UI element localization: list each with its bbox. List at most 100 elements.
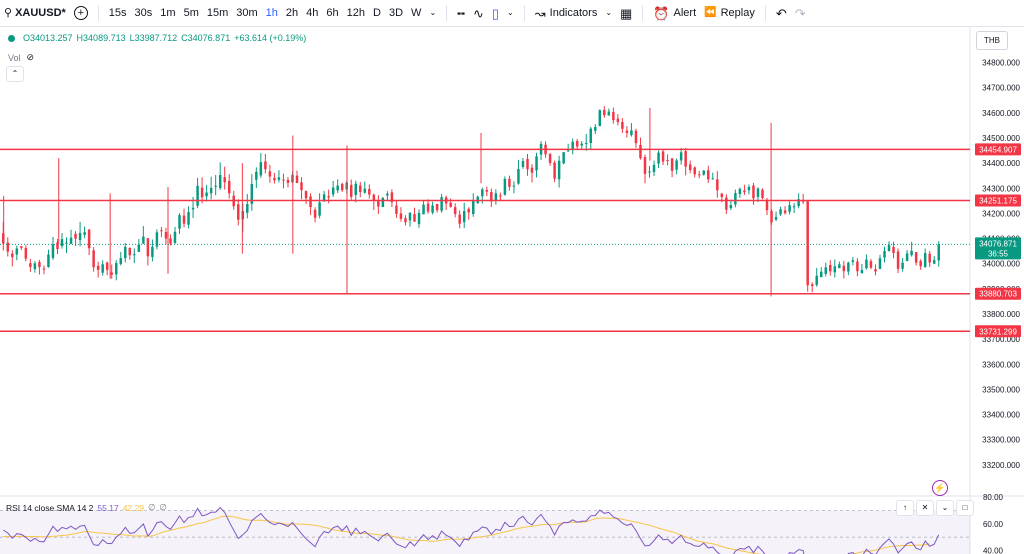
interval-5m[interactable]: 5m	[183, 7, 199, 19]
candle-body	[856, 261, 859, 272]
candle-body	[648, 171, 651, 173]
candle-body	[869, 261, 873, 268]
candle-body	[716, 179, 719, 191]
remove-pane-button[interactable]: ✕	[916, 500, 934, 516]
candle-body	[435, 203, 439, 211]
interval-30m[interactable]: 30m	[236, 7, 258, 19]
top-toolbar: ⚲ XAUUSD* + 15s 30s 1m 5m 15m 30m 1h 2h 4h 6h 12h D…	[0, 0, 1024, 27]
interval-6h[interactable]: 6h	[326, 7, 339, 19]
candle-body	[173, 231, 177, 244]
candle-body	[666, 159, 669, 161]
candle-body	[697, 174, 701, 176]
lightning-icon[interactable]: ⚡	[932, 480, 948, 496]
collapse-legend-button[interactable]: ⌃	[6, 66, 24, 82]
price-axis-tick: 33500.000	[982, 385, 1020, 394]
candle-body	[851, 260, 855, 262]
compare-button[interactable]: +	[70, 0, 92, 26]
candle-body	[38, 261, 41, 268]
candle-body	[399, 213, 403, 219]
interval-2h[interactable]: 2h	[285, 7, 299, 19]
price-axis-tick: 34400.000	[982, 159, 1020, 168]
bars-icon: ╍	[457, 5, 465, 21]
candle-body	[322, 194, 326, 202]
divider	[764, 5, 766, 21]
bar-style-button[interactable]: ╍	[453, 0, 469, 26]
candle-body	[295, 175, 299, 183]
hline-price-label: 33880.703	[979, 290, 1017, 299]
candle-body	[499, 195, 502, 197]
maximize-pane-button[interactable]: □	[956, 500, 974, 516]
alert-button[interactable]: ⏰ Alert	[649, 0, 700, 26]
candle-body	[928, 253, 931, 263]
indicators-button[interactable]: ↝ Indicators	[531, 0, 602, 26]
candle-body	[413, 214, 416, 222]
move-up-button[interactable]: ↑	[896, 500, 914, 516]
candle-body	[707, 170, 710, 180]
rsi-extra-2: ∅	[159, 502, 167, 512]
candle-body	[557, 160, 561, 180]
collapse-pane-button[interactable]: ⌄	[936, 500, 954, 516]
candle-body	[309, 196, 312, 208]
interval-12h[interactable]: 12h	[346, 7, 366, 19]
price-chart[interactable]: 34800.000 34700.000 34600.000 34500.000 3440…	[0, 27, 1024, 554]
candle-body	[598, 110, 602, 127]
candle-body	[250, 184, 254, 204]
candle-body	[318, 202, 321, 216]
layouts-button[interactable]: ▦	[616, 0, 636, 26]
candle-body	[237, 204, 240, 220]
alert-label: Alert	[673, 7, 697, 19]
price-axis-tick: 34000.000	[982, 260, 1020, 269]
indicators-dropdown[interactable]: ⌄	[601, 0, 616, 26]
undo-button[interactable]: ↶	[772, 0, 791, 26]
candles-icon: ▯	[491, 5, 500, 21]
interval-30s[interactable]: 30s	[134, 7, 153, 19]
collapse-icon: ⌄	[941, 503, 949, 512]
interval-15m[interactable]: 15m	[206, 7, 229, 19]
candle-body	[847, 262, 850, 272]
eye-off-icon[interactable]: ⊘	[26, 52, 35, 62]
candle-body	[937, 244, 940, 261]
currency-button[interactable]: THB	[976, 31, 1008, 50]
legend-change: +63.614 (+0.19%)	[234, 33, 307, 43]
replay-button[interactable]: ⏪ Replay	[700, 0, 759, 26]
redo-button[interactable]: ↷	[791, 0, 810, 26]
interval-4h[interactable]: 4h	[306, 7, 319, 19]
candle-body	[137, 244, 141, 252]
interval-1m[interactable]: 1m	[160, 7, 176, 19]
hline-price-tag	[975, 287, 1021, 300]
interval-W[interactable]: W	[411, 7, 422, 19]
candle-body	[227, 180, 231, 194]
line-style-button[interactable]: ∿	[469, 0, 488, 26]
candle-body	[521, 161, 525, 167]
symbol-search[interactable]: ⚲ XAUUSD*	[0, 0, 70, 26]
symbol-name: XAUUSD*	[15, 7, 66, 19]
candle-style-button[interactable]: ▯	[488, 0, 503, 26]
search-icon: ⚲	[4, 6, 13, 19]
candle-body	[639, 144, 642, 159]
candle-body	[313, 209, 317, 218]
candle-body	[349, 184, 353, 197]
candle-body	[630, 130, 633, 136]
candle-body	[87, 229, 91, 249]
rsi-axis-tick: 60.00	[983, 520, 1004, 529]
candle-body	[833, 266, 837, 273]
interval-15s[interactable]: 15s	[108, 7, 127, 19]
chart-type-dropdown[interactable]: ⌄	[503, 0, 518, 26]
rsi-sma-line	[3, 515, 930, 554]
interval-D[interactable]: D	[373, 7, 381, 19]
candle-body	[842, 265, 846, 272]
candle-body	[643, 157, 647, 174]
indicators-icon: ↝	[534, 5, 546, 21]
price-axis-tick: 33400.000	[982, 411, 1020, 420]
interval-1h[interactable]: 1h	[265, 7, 278, 19]
interval-3D[interactable]: 3D	[388, 7, 404, 19]
candle-body	[124, 246, 127, 259]
interval-dropdown[interactable]: ⌄	[425, 0, 440, 26]
candle-body	[783, 210, 787, 214]
candle-body	[300, 182, 303, 191]
candle-body	[711, 178, 715, 180]
undo-icon: ↶	[775, 5, 787, 21]
candle-body	[657, 152, 660, 164]
candle-body	[304, 190, 308, 199]
candle-body	[372, 194, 376, 201]
